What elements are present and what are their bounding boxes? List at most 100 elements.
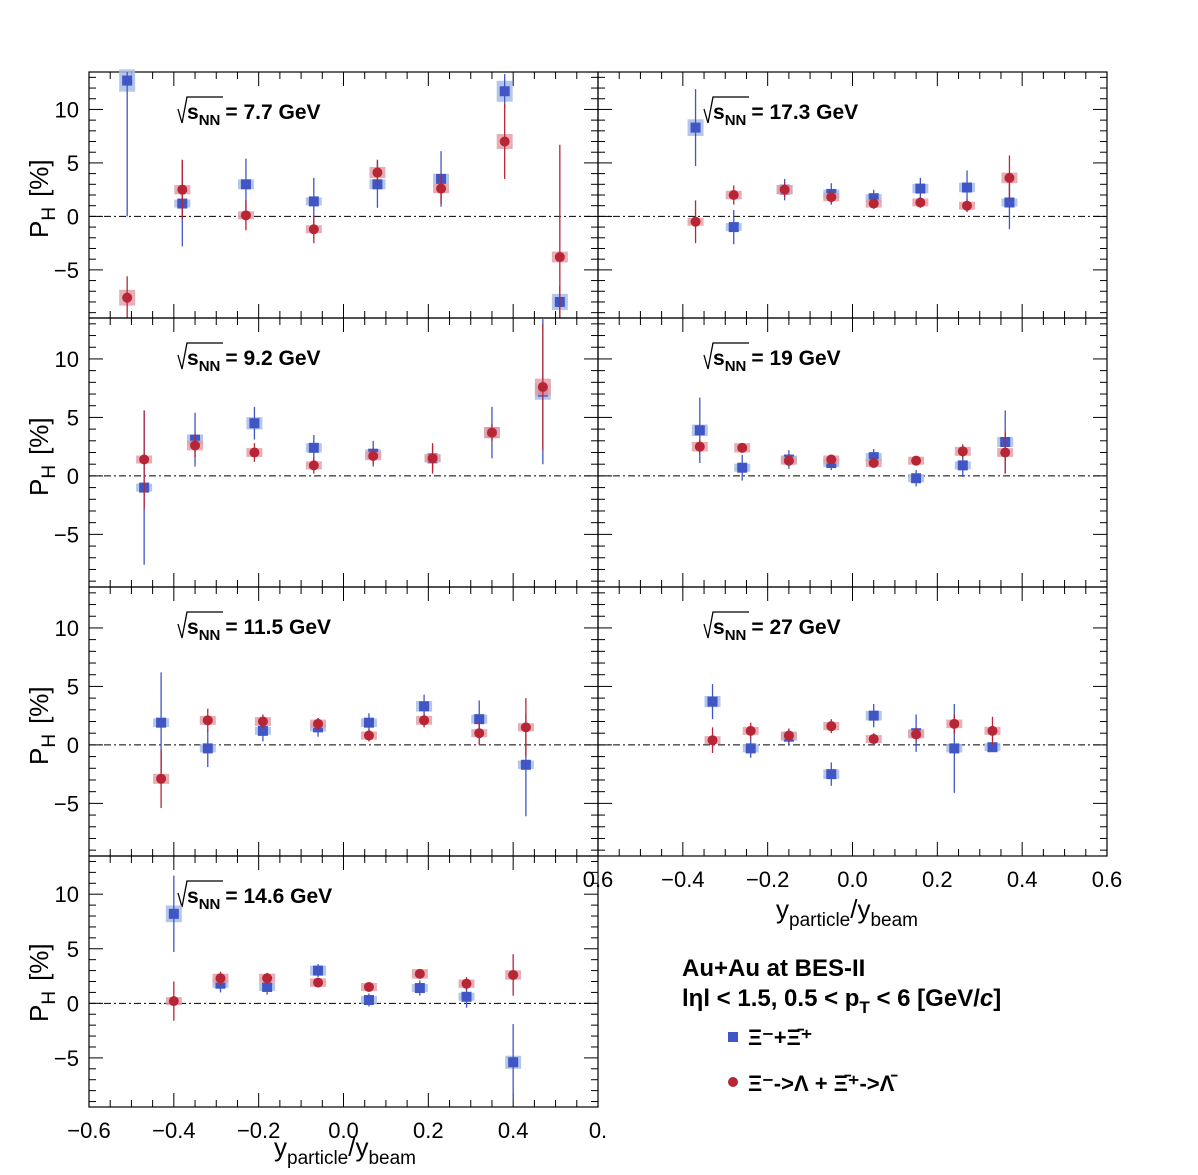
y-tick-label: 0 [67, 991, 79, 1016]
legend: Au+Au at BES-II lηl < 1.5, 0.5 < pT < 6 … [682, 955, 1001, 1096]
xi-total-point [202, 743, 213, 754]
y-tick-label: −5 [54, 258, 79, 283]
x-tick-label: 0.4 [1007, 867, 1038, 892]
sqrt-symbol [177, 880, 223, 908]
x-tick-label: 0.2 [922, 867, 953, 892]
energy-label: sNN = 7.7 GeV [187, 101, 321, 129]
xi-lambda-point [508, 969, 519, 980]
xi-lambda-point [202, 715, 213, 726]
panel-frame [88, 855, 599, 1108]
xi-lambda-point [1004, 172, 1015, 183]
sqrt-symbol [703, 96, 749, 124]
xi-total-point [962, 182, 973, 193]
xi-total-point [987, 742, 998, 753]
y-axis-title-4: PH[%] [24, 943, 60, 1022]
xi-lambda-point [122, 292, 133, 303]
xi-lambda-point [826, 192, 837, 203]
y-tick-label: 5 [67, 151, 79, 176]
legend-label-xi-total: Ξ⁻+Ξ̄⁺ [748, 1025, 812, 1050]
xi-lambda-point [139, 454, 150, 465]
sqrt-symbol [703, 611, 749, 639]
xi-lambda-point [707, 735, 718, 746]
x-tick-label: −0.2 [237, 1118, 280, 1143]
energy-label: sNN = 17.3 GeV [713, 101, 858, 129]
xi-lambda-point [249, 447, 260, 458]
x-tick-label: 0.4 [498, 1118, 529, 1143]
xi-lambda-point [826, 721, 837, 732]
xi-lambda-point [427, 453, 438, 464]
xi-lambda-point [499, 136, 510, 147]
xi-total-point [868, 452, 879, 463]
xi-total-point [520, 759, 531, 770]
xi-total-point [262, 981, 273, 992]
xi-total-point [308, 196, 319, 207]
xi-total-point [240, 179, 251, 190]
xi-total-point [363, 995, 374, 1006]
xi-total-point [728, 222, 739, 233]
xi-lambda-point [783, 730, 794, 741]
xi-lambda-point [694, 441, 705, 452]
xi-lambda-point [474, 728, 485, 739]
y-tick-label: 0 [67, 464, 79, 489]
xi-total-point [826, 769, 837, 780]
x-tick-label: −0.4 [661, 867, 704, 892]
y-tick-label: −5 [54, 522, 79, 547]
xi-lambda-point [308, 460, 319, 471]
xi-lambda-point [461, 978, 472, 989]
y-tick-label: 5 [67, 674, 79, 699]
xi-lambda-point [554, 252, 565, 263]
xi-lambda-point [313, 977, 324, 988]
legend-title: Au+Au at BES-II [682, 955, 865, 982]
xi-lambda-point [414, 968, 425, 979]
x-tick-label: −0.2 [746, 867, 789, 892]
xi-total-point [737, 462, 748, 473]
xi-total-point [508, 1057, 519, 1068]
xi-lambda-point [368, 451, 379, 462]
xi-lambda-point [262, 973, 273, 984]
sqrt-symbol [177, 96, 223, 124]
y-tick-label: 10 [55, 97, 79, 122]
x-tick-label: 0.6 [1092, 867, 1123, 892]
xi-lambda-point [868, 198, 879, 209]
panel-7-7: −5 0 5 10 sNN = 7.7 GeV [54, 69, 599, 319]
xi-lambda-point [257, 716, 268, 727]
xi-lambda-point [868, 734, 879, 745]
y-axis-title-3: PH[%] [24, 686, 60, 765]
xi-lambda-point [486, 427, 497, 438]
xi-lambda-point [240, 210, 251, 221]
xi-total-point [249, 418, 260, 429]
xi-total-point [949, 743, 960, 754]
xi-lambda-point [745, 725, 756, 736]
xi-lambda-point [363, 730, 374, 741]
xi-lambda-point [520, 722, 531, 733]
xi-lambda-point [987, 725, 998, 736]
legend-cuts: lηl < 1.5, 0.5 < pT < 6 [GeV/c] [682, 985, 1001, 1017]
xi-total-point [474, 714, 485, 725]
xi-lambda-point [419, 715, 430, 726]
xi-lambda-point [177, 184, 188, 195]
xi-lambda-point [363, 981, 374, 992]
xi-total-point [308, 442, 319, 453]
panel-17-3: sNN = 17.3 GeV [597, 71, 1108, 319]
x-tick-label: 0. [589, 1118, 607, 1143]
legend-label-xi-lambda: Ξ⁻->Λ + Ξ̄⁺->Λ̄ [748, 1071, 898, 1096]
x-tick-label: 0.0 [837, 867, 868, 892]
x-tick-label: −0.4 [152, 1118, 195, 1143]
panel-frame [597, 317, 1108, 588]
energy-label: sNN = 27 GeV [713, 616, 841, 644]
xi-total-point [868, 710, 879, 721]
panel-frame [88, 71, 599, 319]
xi-total-point [707, 696, 718, 707]
xi-lambda-point [868, 458, 879, 469]
xi-total-point [313, 965, 324, 976]
xi-lambda-point [690, 216, 701, 227]
panel-frame [597, 586, 1108, 857]
xi-lambda-point [962, 200, 973, 211]
x-axis-title-right: yparticle/ybeam [776, 894, 918, 931]
xi-lambda-point [949, 718, 960, 729]
xi-total-point [911, 473, 922, 484]
xi-total-point [690, 122, 701, 133]
xi-lambda-point [911, 729, 922, 740]
